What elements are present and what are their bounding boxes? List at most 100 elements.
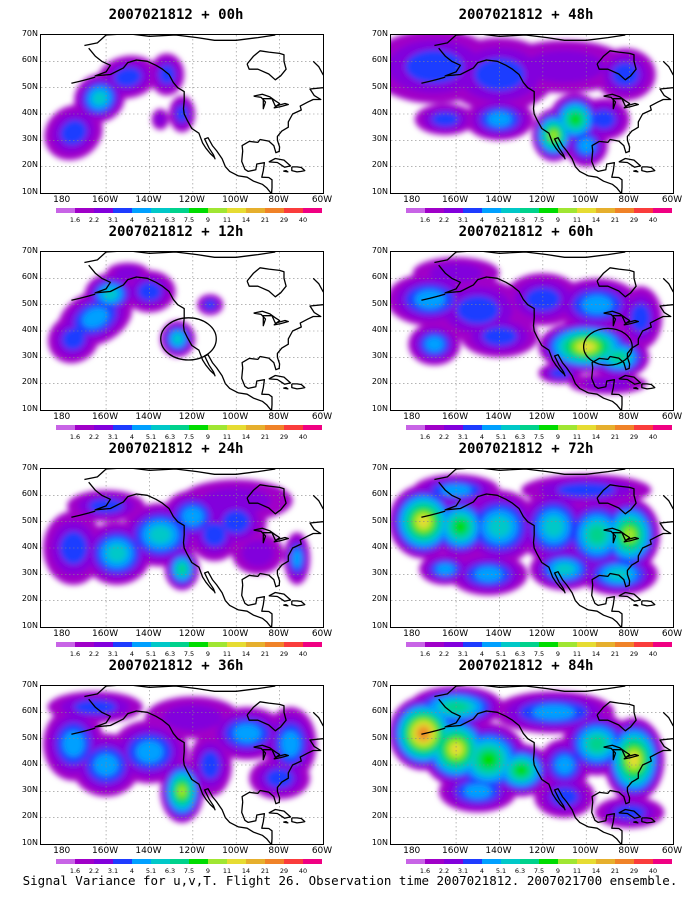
colorbar-swatch (132, 425, 151, 430)
lon-tick-label: 140W (485, 629, 512, 639)
map-svg (391, 252, 673, 410)
colorbar-swatch (520, 425, 539, 430)
lon-tick-label: 160W (92, 629, 119, 639)
colorbar-label: 14 (241, 867, 251, 875)
colorbar-swatch (520, 642, 539, 647)
colorbar-swatch (132, 642, 151, 647)
colorbar-label: 9 (205, 650, 211, 658)
colorbar-swatch (113, 859, 132, 864)
colorbar-swatch (501, 425, 520, 430)
colorbar-swatch (463, 859, 482, 864)
colorbar-label: 21 (610, 216, 620, 224)
coastlines (421, 35, 673, 193)
colorbar-label: 4 (479, 216, 485, 224)
colorbar-swatch (56, 642, 75, 647)
colorbar-swatch (265, 425, 284, 430)
colorbar-label: 11 (572, 216, 582, 224)
colorbar-swatch (246, 425, 265, 430)
colorbar-label: 29 (279, 216, 289, 224)
colorbar-label: 3.1 (457, 650, 469, 658)
colorbar-swatch (463, 208, 482, 213)
colorbar-label: 2.2 (88, 216, 100, 224)
colorbar-label: 1.6 (419, 433, 431, 441)
lon-tick-label: 140W (135, 195, 162, 205)
lon-tick-label: 120W (528, 412, 555, 422)
lat-tick-label: 20N (21, 811, 38, 820)
lat-tick-label: 70N (371, 463, 388, 472)
lon-tick-label: 160W (442, 195, 469, 205)
colorbar-swatch (208, 859, 227, 864)
map-svg (41, 686, 323, 844)
colorbar-label: 4 (129, 216, 135, 224)
colorbar-label: 29 (279, 650, 289, 658)
colorbar (56, 859, 322, 864)
lon-tick-label: 60W (311, 629, 333, 639)
colorbar-swatch (284, 859, 303, 864)
colorbar-label: 4 (479, 433, 485, 441)
colorbar-swatch (170, 208, 189, 213)
colorbar-label: 1.6 (69, 867, 81, 875)
colorbar-swatch (596, 425, 615, 430)
colorbar-label: 2.2 (88, 650, 100, 658)
colorbar-swatch (227, 642, 246, 647)
colorbar-swatch (303, 859, 322, 864)
lat-tick-label: 60N (21, 489, 38, 498)
colorbar-swatch (558, 859, 577, 864)
colorbar-swatch (265, 642, 284, 647)
lon-tick-label: 120W (528, 846, 555, 856)
colorbar-label: 14 (241, 433, 251, 441)
variance-field (44, 53, 195, 161)
lat-tick-label: 60N (371, 55, 388, 64)
colorbar-label: 21 (260, 650, 270, 658)
lon-tick-label: 60W (661, 195, 683, 205)
colorbar-label: 40 (648, 433, 658, 441)
colorbar-label: 3.1 (107, 433, 119, 441)
lat-tick-label: 20N (21, 594, 38, 603)
graticule (391, 252, 673, 410)
lon-tick-label: 180 (403, 629, 421, 639)
colorbar-swatch (596, 208, 615, 213)
lat-tick-label: 10N (371, 838, 388, 847)
colorbar-label: 21 (260, 216, 270, 224)
colorbar-swatch (406, 208, 425, 213)
colorbar-swatch (539, 208, 558, 213)
colorbar-label: 6.3 (164, 433, 176, 441)
colorbar-label: 3.1 (107, 867, 119, 875)
colorbar-swatch (151, 859, 170, 864)
figure-caption: Signal Variance for u,v,T. Flight 26. Ob… (22, 873, 678, 888)
map-svg (41, 469, 323, 627)
lon-tick-label: 80W (268, 412, 289, 422)
map-panel: 2007021812 + 12h 70N 60N 50N 40N 30N 20N 10N 180… (6, 224, 346, 441)
colorbar-label: 1.6 (419, 867, 431, 875)
colorbar-label: 3.1 (457, 867, 469, 875)
colorbar-label: 14 (591, 216, 601, 224)
lon-tick-label: 140W (485, 195, 512, 205)
lat-tick-label: 40N (371, 108, 388, 117)
colorbar-swatch (501, 642, 520, 647)
lon-tick-label: 160W (442, 629, 469, 639)
colorbar-label: 14 (591, 433, 601, 441)
lon-tick-label: 60W (311, 846, 333, 856)
colorbar-swatch (520, 859, 539, 864)
panel-title: 2007021812 + 24h (108, 441, 244, 457)
colorbar-label: 5.1 (145, 650, 157, 658)
map-svg (391, 469, 673, 627)
colorbar-swatch (265, 208, 284, 213)
colorbar-label: 40 (648, 216, 658, 224)
map-panel: 2007021812 + 00h 70N 60N 50N 40N 30N 20N 10N 180… (6, 7, 346, 224)
colorbar-swatch (520, 208, 539, 213)
colorbar-swatch (444, 642, 463, 647)
panel-title: 2007021812 + 60h (458, 224, 594, 240)
lat-tick-label: 50N (21, 82, 38, 91)
lon-tick-label: 180 (403, 846, 421, 856)
lon-tick-label: 100W (572, 195, 599, 205)
colorbar-swatch (151, 642, 170, 647)
colorbar (406, 425, 672, 430)
colorbar-label: 14 (241, 650, 251, 658)
colorbar-swatch (189, 642, 208, 647)
colorbar-label: 40 (298, 867, 308, 875)
colorbar-label: 29 (629, 867, 639, 875)
lon-tick-label: 80W (618, 846, 639, 856)
coastlines (421, 686, 673, 844)
coastlines (71, 686, 323, 844)
